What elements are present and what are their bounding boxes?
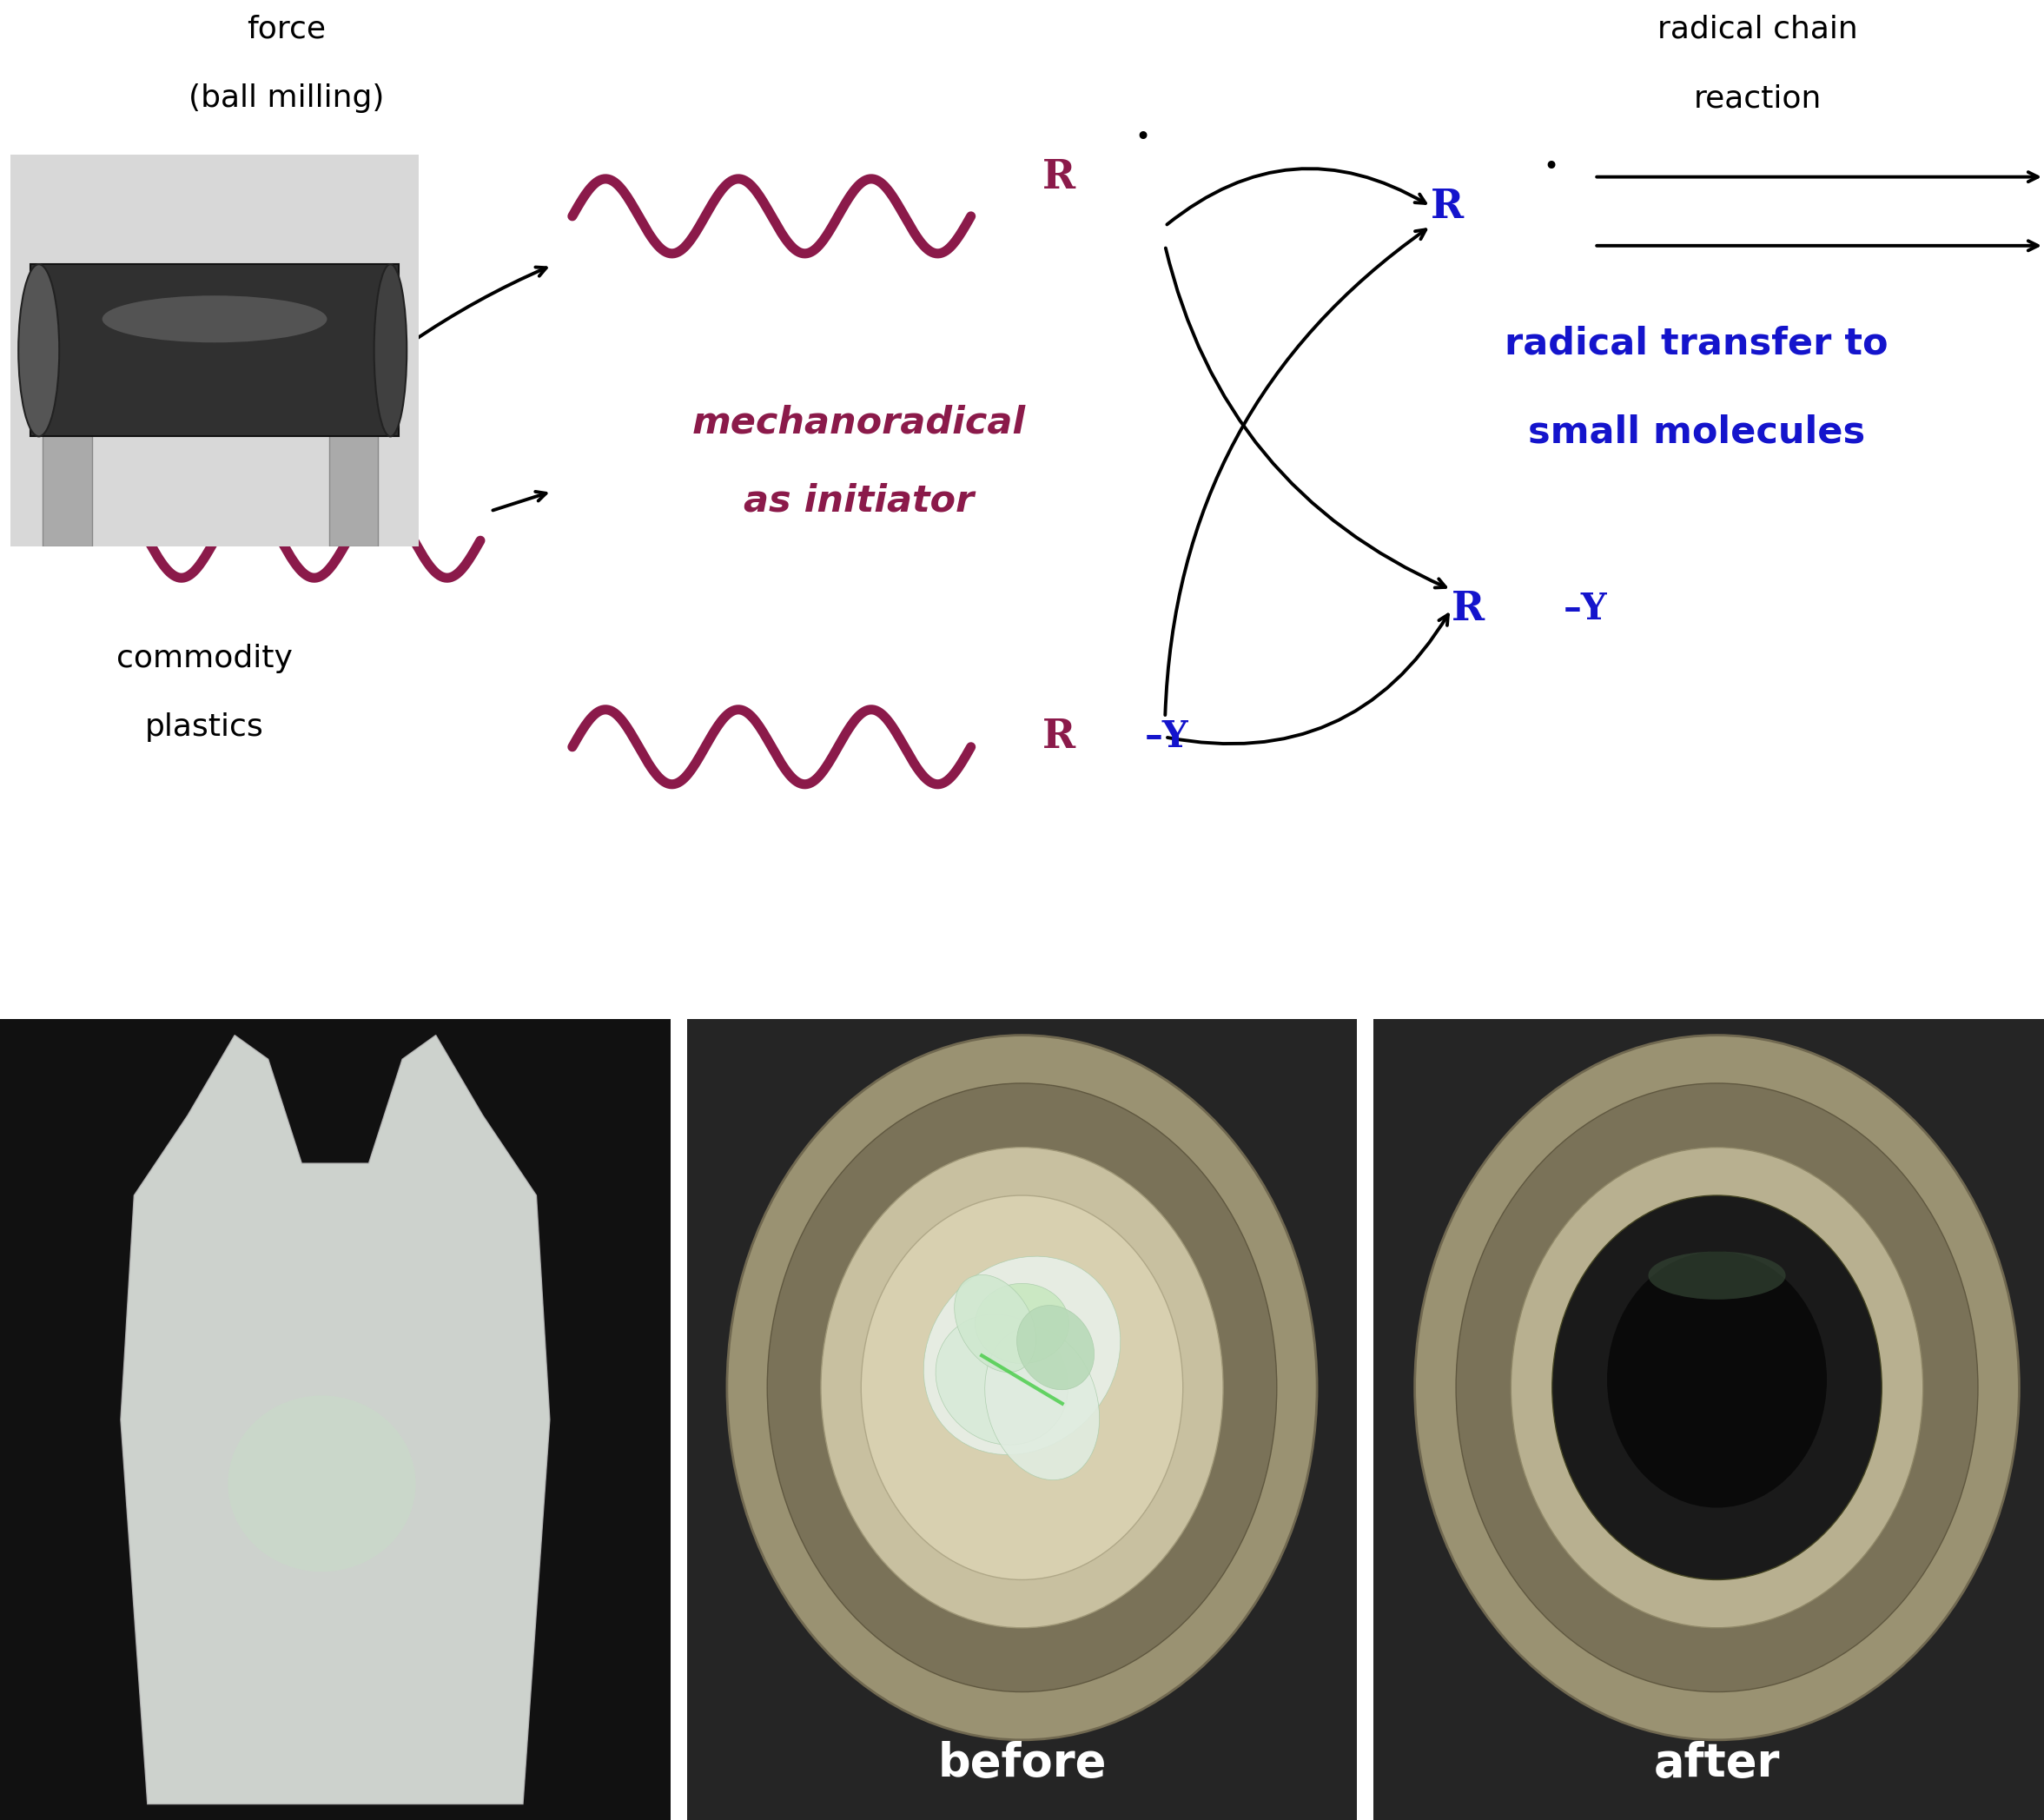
Text: radical chain: radical chain bbox=[1658, 15, 1858, 44]
Text: before: before bbox=[938, 1742, 1106, 1787]
Bar bbox=[31, 264, 399, 437]
Text: –Y: –Y bbox=[1564, 592, 1609, 628]
Ellipse shape bbox=[1016, 1305, 1094, 1390]
Text: R: R bbox=[1042, 717, 1075, 757]
Text: reaction: reaction bbox=[1694, 84, 1821, 113]
Circle shape bbox=[822, 1147, 1222, 1627]
Text: –Y: –Y bbox=[1145, 719, 1190, 755]
Circle shape bbox=[766, 1083, 1278, 1693]
Text: R: R bbox=[1431, 186, 1464, 226]
Ellipse shape bbox=[936, 1314, 1069, 1445]
Text: R: R bbox=[1042, 157, 1075, 197]
Text: R: R bbox=[1451, 590, 1484, 630]
Circle shape bbox=[1455, 1083, 1979, 1693]
Ellipse shape bbox=[18, 264, 59, 437]
Ellipse shape bbox=[975, 1283, 1069, 1363]
Text: commodity: commodity bbox=[117, 644, 292, 673]
Text: force: force bbox=[247, 15, 325, 44]
Text: plastics: plastics bbox=[145, 712, 264, 743]
Ellipse shape bbox=[924, 1256, 1120, 1454]
Text: •: • bbox=[1134, 126, 1151, 151]
Ellipse shape bbox=[955, 1274, 1036, 1372]
Text: •: • bbox=[1543, 155, 1560, 180]
Text: after: after bbox=[1654, 1742, 1780, 1787]
Text: (ball milling): (ball milling) bbox=[188, 84, 384, 113]
Ellipse shape bbox=[985, 1327, 1100, 1480]
Circle shape bbox=[861, 1196, 1183, 1580]
Circle shape bbox=[1607, 1252, 1827, 1507]
Circle shape bbox=[728, 1036, 1316, 1740]
Ellipse shape bbox=[1647, 1252, 1786, 1299]
Polygon shape bbox=[121, 1036, 550, 1804]
Circle shape bbox=[1551, 1196, 1883, 1580]
Bar bbox=[43, 428, 92, 546]
Text: mechanoradical: mechanoradical bbox=[691, 404, 1026, 440]
Text: as initiator: as initiator bbox=[744, 482, 973, 519]
Ellipse shape bbox=[374, 264, 407, 437]
Circle shape bbox=[1511, 1147, 1923, 1627]
Text: small molecules: small molecules bbox=[1529, 415, 1864, 451]
Bar bbox=[329, 428, 378, 546]
Ellipse shape bbox=[229, 1396, 415, 1572]
Ellipse shape bbox=[102, 295, 327, 342]
Text: radical transfer to: radical transfer to bbox=[1504, 326, 1889, 362]
Circle shape bbox=[1414, 1036, 2019, 1740]
